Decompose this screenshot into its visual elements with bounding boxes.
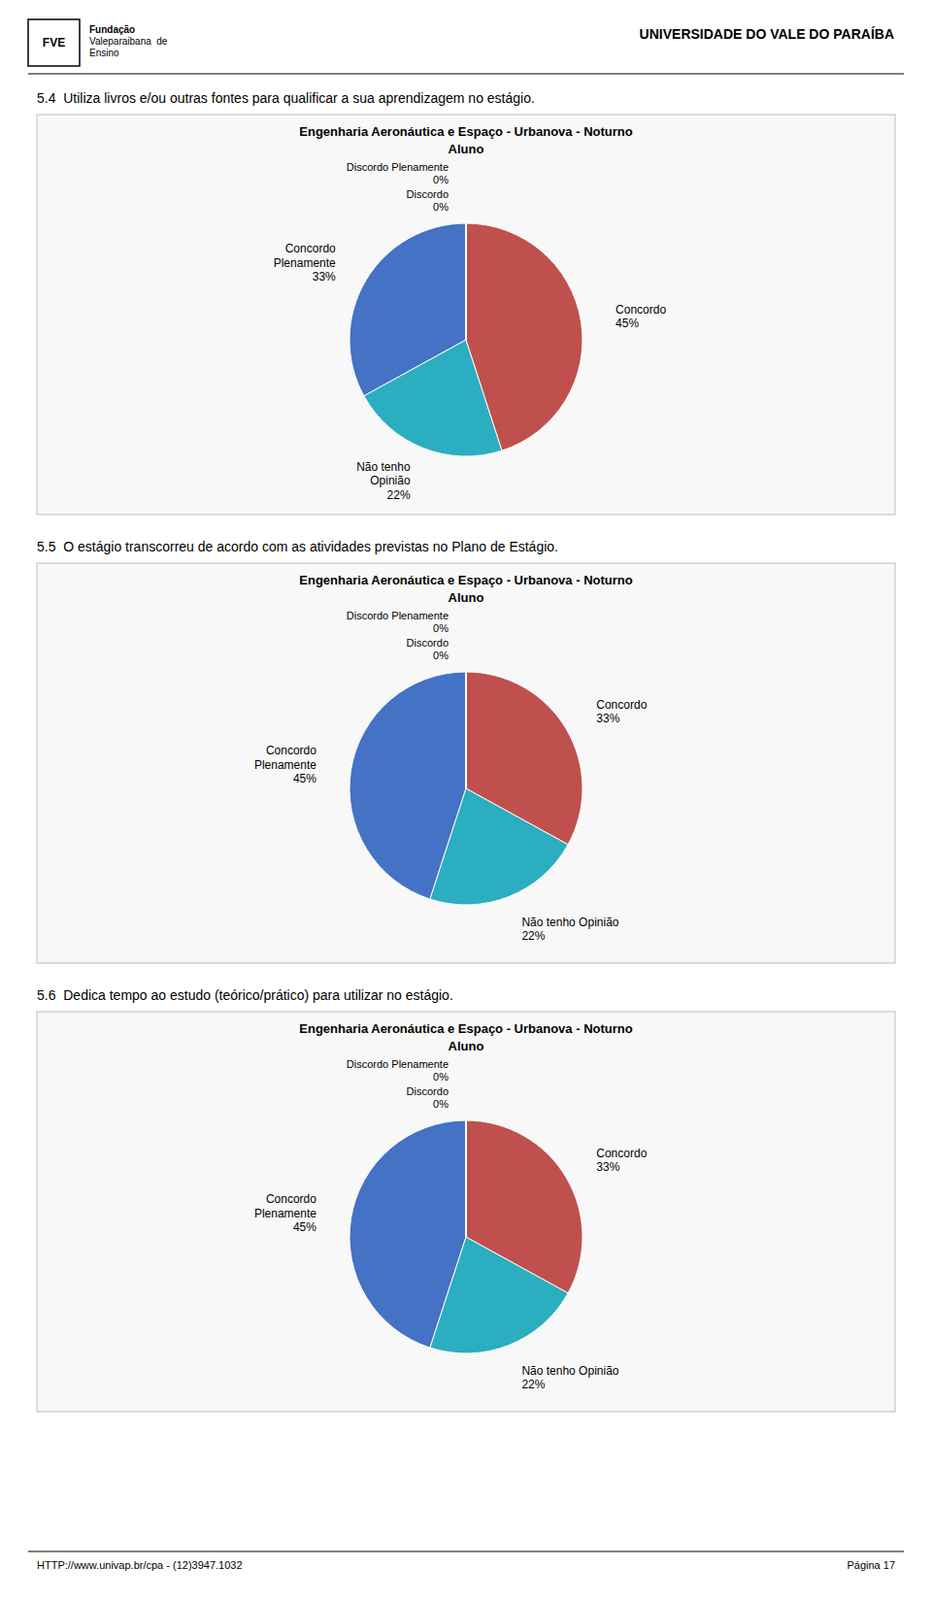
chart-box bbox=[36, 563, 896, 964]
chart-subtitle: Aluno bbox=[448, 1038, 485, 1054]
chart-title: Engenharia Aeronáutica e Espaço - Urbano… bbox=[299, 124, 633, 139]
pie-slice bbox=[466, 1120, 467, 1237]
chart-section: 5.5 O estágio transcorreu de acordo com … bbox=[36, 538, 896, 964]
slices bbox=[349, 223, 583, 457]
slices bbox=[349, 671, 583, 905]
slices bbox=[349, 1120, 583, 1354]
chart-box bbox=[36, 114, 896, 515]
data-label: Discordo0% bbox=[406, 636, 450, 662]
data-label: Discordo Plenamente0% bbox=[346, 1058, 449, 1083]
pie-slice bbox=[466, 223, 467, 340]
logo-box bbox=[28, 19, 80, 67]
pie-slice bbox=[466, 1120, 467, 1237]
footer-right: Página 17 bbox=[846, 1559, 896, 1571]
data-label: Não tenhoOpinião22% bbox=[356, 460, 411, 502]
data-label: ConcordoPlenamente45% bbox=[254, 1192, 317, 1234]
section-title: 5.4 Utiliza livros e/ou outras fontes pa… bbox=[36, 90, 535, 106]
pie: ConcordoPlenamente45% Não tenho Opinião22… bbox=[254, 609, 648, 944]
data-label: Concordo45% bbox=[615, 302, 666, 331]
data-label: Não tenho Opinião22% bbox=[521, 1364, 619, 1392]
data-label: Concordo33% bbox=[596, 698, 647, 726]
footer: HTTP://www.univap.br/cpa - (12)3947.1032… bbox=[28, 1551, 904, 1571]
pie-slice bbox=[466, 671, 583, 845]
chart-subtitle: Aluno bbox=[448, 141, 485, 157]
footer-left: HTTP://www.univap.br/cpa - (12)3947.1032 bbox=[36, 1559, 243, 1571]
header: FVE FundaçãoValeparaibana deEnsino UNIVERS… bbox=[28, 19, 904, 74]
section-title: 5.5 O estágio transcorreu de acordo com … bbox=[36, 538, 559, 555]
data-label: Discordo0% bbox=[406, 1085, 450, 1110]
logo-text: FVE bbox=[42, 35, 66, 50]
data-labels: ConcordoPlenamente45% Não tenho Opinião22… bbox=[254, 1058, 648, 1393]
pie: ConcordoPlenamente33% Não tenhoOpinião22%… bbox=[273, 161, 667, 502]
header-left: Fundação bbox=[89, 24, 135, 35]
page: FVE FundaçãoValeparaibana deEnsino UNIVERS… bbox=[0, 0, 932, 1600]
section-title: 5.6 Dedica tempo ao estudo (teórico/prát… bbox=[36, 987, 454, 1003]
pie-slice bbox=[466, 671, 467, 789]
pie-slice bbox=[466, 223, 467, 340]
data-label: Discordo Plenamente0% bbox=[346, 161, 449, 186]
header-left: Ensino bbox=[89, 47, 120, 59]
pie-slice bbox=[466, 223, 583, 451]
chart-section: 5.6 Dedica tempo ao estudo (teórico/prát… bbox=[36, 987, 896, 1412]
chart-subtitle: Aluno bbox=[448, 590, 485, 605]
data-labels: ConcordoPlenamente33% Não tenhoOpinião22%… bbox=[273, 161, 667, 502]
chart-title: Engenharia Aeronáutica e Espaço - Urbano… bbox=[299, 572, 633, 588]
header-rule bbox=[28, 72, 904, 75]
data-labels: ConcordoPlenamente45% Não tenho Opinião22… bbox=[254, 609, 648, 944]
footer-rule bbox=[28, 1550, 904, 1553]
pie: ConcordoPlenamente45% Não tenho Opinião22… bbox=[254, 1058, 648, 1393]
pie-slice bbox=[466, 671, 467, 789]
header-right: UNIVERSIDADE DO VALE DO PARAÍBA bbox=[639, 26, 895, 42]
data-label: ConcordoPlenamente45% bbox=[254, 743, 317, 786]
data-label: Discordo0% bbox=[406, 188, 450, 213]
data-label: Concordo33% bbox=[596, 1146, 647, 1174]
data-label: Não tenho Opinião22% bbox=[521, 915, 619, 943]
pie-slice bbox=[466, 1120, 583, 1294]
data-label: Discordo Plenamente0% bbox=[346, 609, 449, 634]
chart-title: Engenharia Aeronáutica e Espaço - Urbano… bbox=[299, 1021, 633, 1036]
chart-section: 5.4 Utiliza livros e/ou outras fontes pa… bbox=[36, 90, 896, 515]
header-left: Valeparaibana de bbox=[89, 35, 168, 47]
data-label: ConcordoPlenamente33% bbox=[273, 241, 336, 284]
chart-box bbox=[36, 1011, 896, 1412]
